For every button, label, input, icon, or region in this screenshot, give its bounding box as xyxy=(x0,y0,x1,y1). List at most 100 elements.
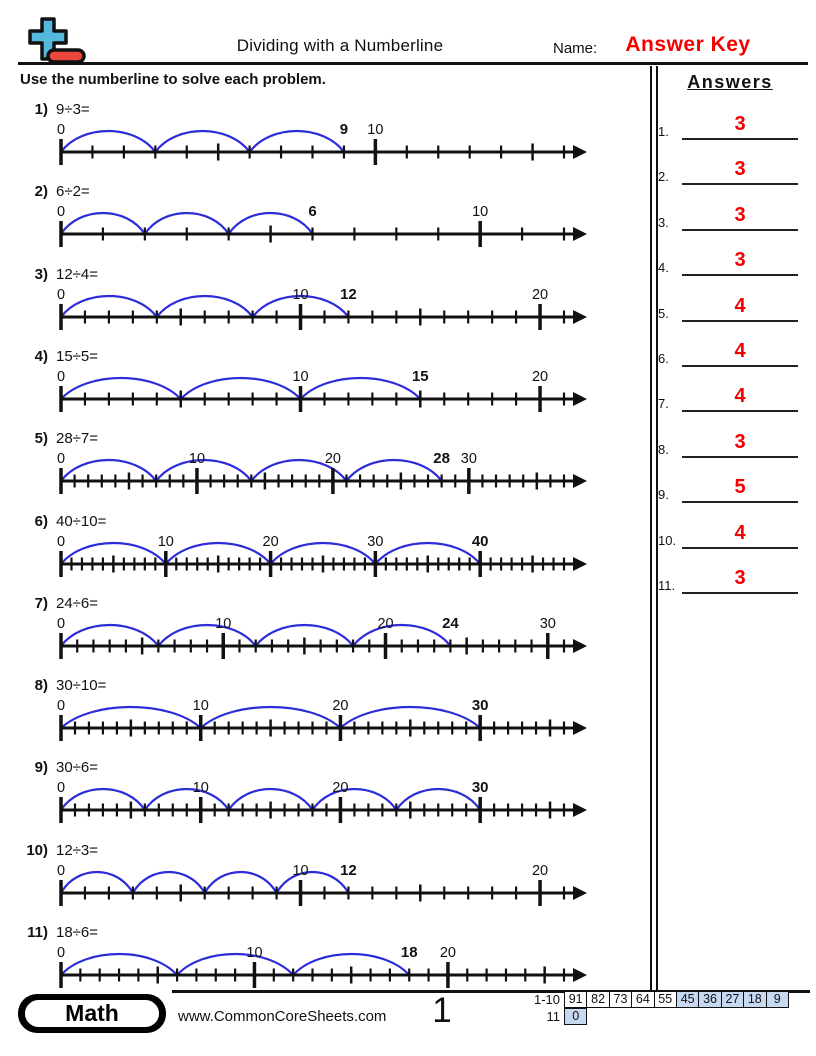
name-label: Name: xyxy=(553,40,598,57)
score-cell: 91 xyxy=(564,991,588,1008)
website-url: www.CommonCoreSheets.com xyxy=(178,1008,387,1025)
score-cell: 45 xyxy=(675,991,700,1008)
problem-head: 9) 30÷6= xyxy=(0,759,98,776)
problem-row: 11) 18÷6= 0 10 18 20 xyxy=(0,924,640,1006)
problem-number: 11) xyxy=(27,924,48,941)
hop-arc xyxy=(60,459,158,482)
arrowhead-icon xyxy=(573,309,587,324)
hop-arc xyxy=(254,623,354,647)
problem-row: 3) 12÷4= 0 10 12 20 xyxy=(0,266,640,348)
answer-blank-line: 3 xyxy=(682,112,798,140)
answer-item: 4. 3 xyxy=(656,246,800,277)
numberline-label: 30 xyxy=(472,697,489,714)
hop-arc xyxy=(131,870,206,894)
answer-item: 2. 3 xyxy=(656,155,800,186)
numberline-label: 0 xyxy=(57,204,65,220)
problem-row: 1) 9÷3= 0 9 10 xyxy=(0,101,640,183)
hop-arc xyxy=(60,706,202,729)
problem-head: 10) 12÷3= xyxy=(0,842,98,859)
subject-badge: Math xyxy=(18,994,166,1033)
numberline-label: 30 xyxy=(461,451,477,467)
problem-head: 6) 40÷10= xyxy=(0,512,107,530)
numberline-label: 0 xyxy=(57,369,65,385)
problem-head: 8) 30÷10= xyxy=(0,677,107,695)
problem-head: 1) 9÷3= xyxy=(0,101,90,118)
answer-number: 10. xyxy=(658,532,677,548)
problem-number: 6) xyxy=(34,512,48,530)
score-row: 1-10 91 82 73 64 55 45 36 27 18 9 xyxy=(508,991,789,1008)
numberline-label: 0 xyxy=(57,863,65,879)
numberline-label: 30 xyxy=(367,534,383,550)
hop-arc xyxy=(60,129,157,153)
problem-head: 4) 15÷5= xyxy=(0,348,98,365)
answer-blank-line: 3 xyxy=(682,430,798,458)
problem-row: 8) 30÷10= 0 10 20 30 xyxy=(0,677,640,759)
hop-arc xyxy=(60,952,178,976)
answer-item: 6. 4 xyxy=(656,337,800,367)
hop-arc xyxy=(311,788,398,812)
numberline-label: 20 xyxy=(263,534,279,550)
numberline-label: 0 xyxy=(57,122,65,138)
arrowhead-icon xyxy=(573,721,587,736)
subject-badge-label: Math xyxy=(23,998,161,1029)
hop-arc xyxy=(60,541,167,565)
hop-arc xyxy=(395,788,482,812)
footer-rule xyxy=(172,990,810,993)
numberline-label: 20 xyxy=(440,945,456,961)
score-cell: 55 xyxy=(653,991,677,1008)
numberline-label: 20 xyxy=(332,780,348,796)
answer-value: 3 xyxy=(734,430,746,453)
numberline-label: 10 xyxy=(158,534,174,550)
answers-divider xyxy=(650,66,658,991)
numberline-label: 24 xyxy=(442,615,459,632)
numberline-label: 20 xyxy=(377,616,393,632)
answer-blank-line: 3 xyxy=(682,248,798,277)
answer-item: 8. 3 xyxy=(656,428,800,458)
hop-arc xyxy=(154,129,251,153)
answer-blank-line: 4 xyxy=(682,384,798,413)
answer-number: 5. xyxy=(658,305,669,321)
answer-value: 3 xyxy=(734,158,746,181)
problem-row: 10) 12÷3= 0 10 12 20 xyxy=(0,842,640,924)
name-value-answer-key: Answer Key xyxy=(625,33,751,56)
problem-head: 5) 28÷7= xyxy=(0,430,98,447)
numberline: 0 10 20 30 xyxy=(57,779,587,824)
hop-arc xyxy=(227,212,314,235)
numberline: 0 10 15 20 xyxy=(57,368,587,412)
answer-item: 11. 3 xyxy=(656,564,800,594)
problem-row: 4) 15÷5= 0 10 15 20 xyxy=(0,348,640,430)
plus-minus-logo-icon xyxy=(28,17,86,64)
numberline-label: 28 xyxy=(433,450,450,467)
answer-item: 10. 4 xyxy=(656,519,800,549)
arrowhead-icon xyxy=(573,638,587,653)
hop-arc xyxy=(345,459,443,482)
hop-arc xyxy=(143,788,230,812)
numberline-label: 30 xyxy=(472,779,489,796)
score-cell: 9 xyxy=(765,991,789,1008)
problem-row: 9) 30÷6= 0 10 20 30 xyxy=(0,759,640,841)
numberline: 0 10 18 20 xyxy=(57,944,587,988)
numberline-label: 10 xyxy=(292,369,308,385)
problem-number: 3) xyxy=(34,265,48,283)
problem-number: 8) xyxy=(34,677,48,695)
numberline-label: 10 xyxy=(193,698,209,714)
score-row-label: 11 xyxy=(546,1008,561,1024)
answer-number: 1. xyxy=(658,124,669,139)
answer-number: 11. xyxy=(658,578,676,593)
page-number: 1 xyxy=(432,991,452,1030)
score-cell: 0 xyxy=(564,1007,588,1025)
numberline-label: 20 xyxy=(332,698,348,714)
numberline: 0 10 20 28 30 xyxy=(57,450,587,495)
numberline-label: 10 xyxy=(367,122,383,138)
page-title: Dividing with a Numberline xyxy=(236,36,444,55)
hop-arc xyxy=(176,952,294,976)
problem-expression: 18÷6= xyxy=(56,924,99,941)
hop-arc xyxy=(203,870,278,894)
numberline-label: 0 xyxy=(57,780,65,796)
numberline-label: 10 xyxy=(472,204,488,220)
answer-item: 1. 3 xyxy=(656,110,800,140)
hop-arc xyxy=(143,212,230,235)
hop-arc xyxy=(374,541,482,565)
hop-arc xyxy=(157,623,257,647)
hop-arc xyxy=(60,870,134,894)
